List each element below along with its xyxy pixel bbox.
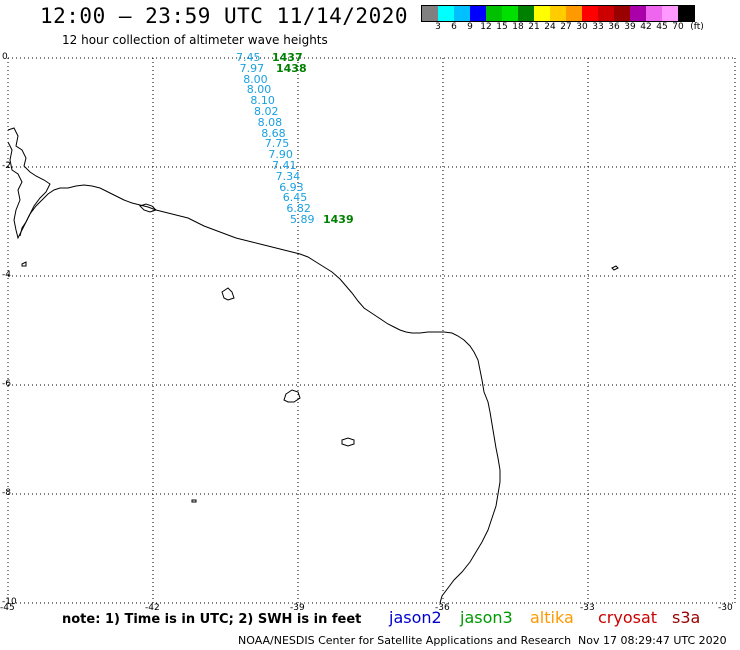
coastline	[7, 127, 619, 604]
colorbar-label: 36	[608, 22, 620, 32]
colorbar-swatch	[614, 6, 630, 21]
colorbar-label: 15	[496, 22, 508, 32]
colorbar-label: 39	[624, 22, 636, 32]
wave-height-label: 8.08	[257, 115, 283, 129]
wave-height-label: 8.00	[246, 83, 272, 97]
island-5	[611, 265, 619, 271]
y-tick-label: -6	[2, 379, 11, 389]
x-tick-label: -36	[435, 603, 450, 613]
island-2	[283, 389, 301, 403]
wave-height-label: 6.93	[279, 180, 304, 194]
y-tick-label: -8	[2, 488, 11, 498]
satellite-label: jason3	[460, 608, 513, 627]
colorbar-label: 27	[560, 22, 572, 32]
x-tick-label: -39	[290, 603, 305, 613]
wave-height-label: 7.45	[236, 51, 261, 64]
amazon-delta-coastline	[7, 127, 51, 240]
satellite-label: cryosat	[598, 608, 658, 627]
generated-timestamp: Nov 17 08:29:47 UTC 2020	[578, 634, 727, 647]
wave-height-label: 8.00	[243, 72, 268, 86]
wave-height-label: 8.68	[261, 126, 286, 140]
wave-height-label: 7.34	[275, 169, 301, 183]
colorbar-label: 9	[467, 22, 473, 32]
colorbar-swatch	[582, 6, 598, 21]
colorbar-swatch	[438, 6, 454, 21]
wave-height-label: 6.82	[286, 202, 311, 216]
y-tick-label: -4	[2, 270, 11, 280]
island-4	[191, 499, 197, 503]
colorbar-label: 42	[640, 22, 652, 32]
wave-height-label: 6.45	[282, 191, 308, 205]
colorbar-swatch	[502, 6, 518, 21]
colorbar-swatch	[630, 6, 646, 21]
footer-note: note: 1) Time is in UTC; 2) SWH is in fe…	[62, 612, 362, 627]
colorbar-swatch	[454, 6, 470, 21]
y-tick-label: -10	[2, 597, 17, 607]
pass-time-label: 1439	[323, 213, 354, 226]
island-3	[341, 437, 355, 447]
colorbar-label: 70	[672, 22, 684, 32]
colorbar-swatch	[534, 6, 550, 21]
island-7	[139, 203, 157, 213]
colorbar-label: (ft)	[690, 22, 704, 32]
island-6	[21, 261, 27, 267]
colorbar-label: 30	[576, 22, 588, 32]
wave-height-label: 5.89	[290, 213, 315, 226]
x-tick-label: -45	[0, 603, 15, 613]
wave-height-label: 7.41	[272, 159, 297, 172]
colorbar-label: 12	[480, 22, 492, 32]
credit-text: NOAA/NESDIS Center for Satellite Applica…	[238, 634, 572, 647]
colorbar-label: 6	[451, 22, 457, 32]
satellite-label: altika	[530, 608, 574, 627]
wave-height-label: 8.10	[250, 94, 275, 108]
y-tick-label: -2	[2, 161, 11, 171]
map-title: 12:00 – 23:59 UTC 11/14/2020	[40, 4, 409, 28]
colorbar-label: 45	[656, 22, 668, 32]
x-tick-label: -30	[718, 603, 733, 613]
satellite-label: jason2	[389, 608, 442, 627]
colorbar-swatch	[662, 6, 678, 21]
colorbar-swatch	[646, 6, 662, 21]
map-subtitle: 12 hour collection of altimeter wave hei…	[62, 33, 328, 47]
wave-height-label: 7.90	[268, 148, 293, 162]
colorbar-swatch	[598, 6, 614, 21]
colorbar-label: 24	[544, 22, 556, 32]
colorbar-swatch	[550, 6, 566, 21]
island-1	[221, 287, 235, 301]
y-tick-label: 0	[2, 52, 8, 62]
x-tick-label: -42	[145, 603, 160, 613]
satellite-label: s3a	[672, 608, 701, 627]
lat-lon-grid	[7, 57, 736, 604]
wave-height-label: 7.75	[264, 137, 290, 151]
mainland-coastline	[19, 184, 501, 604]
colorbar-label: 21	[528, 22, 540, 32]
colorbar-swatch	[518, 6, 534, 21]
pass-time-label: 1437	[272, 51, 303, 64]
x-tick-label: -33	[580, 603, 595, 613]
wave-height-label: 7.97	[239, 61, 265, 75]
colorbar-label: 33	[592, 22, 604, 32]
colorbar-swatch	[486, 6, 502, 21]
colorbar-swatch	[470, 6, 486, 21]
colorbar-label: 3	[435, 22, 441, 32]
pass-time-label: 1438	[276, 62, 307, 75]
colorbar-swatch	[678, 6, 694, 21]
wave-height-label: 8.02	[254, 105, 279, 118]
colorbar-swatch	[566, 6, 582, 21]
colorbar-labels: 3 6 9 12 15 18 21 24 27 30 33 36 39 42 45 70 (ft)	[421, 0, 711, 40]
wave-height-colorbar	[421, 5, 695, 22]
colorbar-label: 18	[512, 22, 524, 32]
colorbar-swatch	[422, 6, 438, 21]
